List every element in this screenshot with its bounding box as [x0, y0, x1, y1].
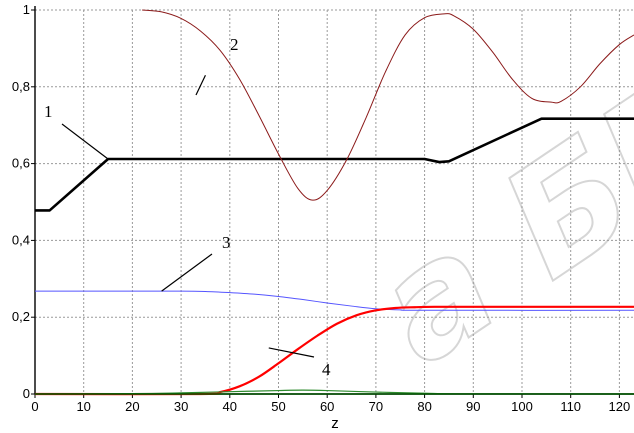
x-tick-label: 10 — [76, 399, 90, 414]
x-tick-label: 20 — [125, 399, 139, 414]
annotations: 1 2 3 4 — [44, 35, 331, 379]
x-tick-label: 60 — [320, 399, 334, 414]
x-tick-label: 70 — [369, 399, 383, 414]
x-tick-label: 110 — [560, 399, 581, 414]
grid — [35, 9, 634, 394]
series-group — [34, 9, 634, 396]
series-4-line — [34, 305, 634, 396]
x-tick-label: 80 — [417, 399, 431, 414]
y-tick-label: 0,8 — [12, 79, 30, 94]
x-tick-label: 100 — [511, 399, 533, 414]
x-tick-label: 50 — [271, 399, 285, 414]
series-3-line — [34, 290, 634, 311]
y-tick-label: 0,6 — [12, 156, 30, 171]
watermark: a БГУ — [346, 0, 634, 398]
annotation-label-3: 3 — [222, 233, 231, 252]
x-tick-label: 90 — [466, 399, 480, 414]
x-axis-label: z — [331, 415, 339, 432]
annotation-leader-4 — [268, 347, 315, 358]
annotation-leader-3 — [161, 253, 213, 292]
y-tick-label: 0,4 — [12, 232, 30, 247]
tick-labels: 0 10 20 30 40 50 60 70 80 90 100 110 120 0 0,2 0,4 0,6 0,… — [12, 2, 630, 414]
annotation-leader-2 — [195, 75, 206, 96]
y-tick-label: 0,2 — [12, 309, 30, 324]
series-2-line — [142, 9, 634, 201]
x-tick-label: 0 — [31, 399, 38, 414]
annotation-label-4: 4 — [322, 360, 331, 379]
x-tick-label: 30 — [174, 399, 188, 414]
y-tick-label: 0 — [23, 386, 30, 401]
annotation-label-2: 2 — [230, 35, 239, 54]
series-1-line — [35, 117, 634, 212]
x-tick-label: 120 — [609, 399, 631, 414]
x-tick-label: 40 — [223, 399, 237, 414]
annotation-label-1: 1 — [44, 102, 53, 121]
y-tick-label: 1 — [23, 2, 30, 17]
annotation-leader-1 — [61, 123, 109, 160]
